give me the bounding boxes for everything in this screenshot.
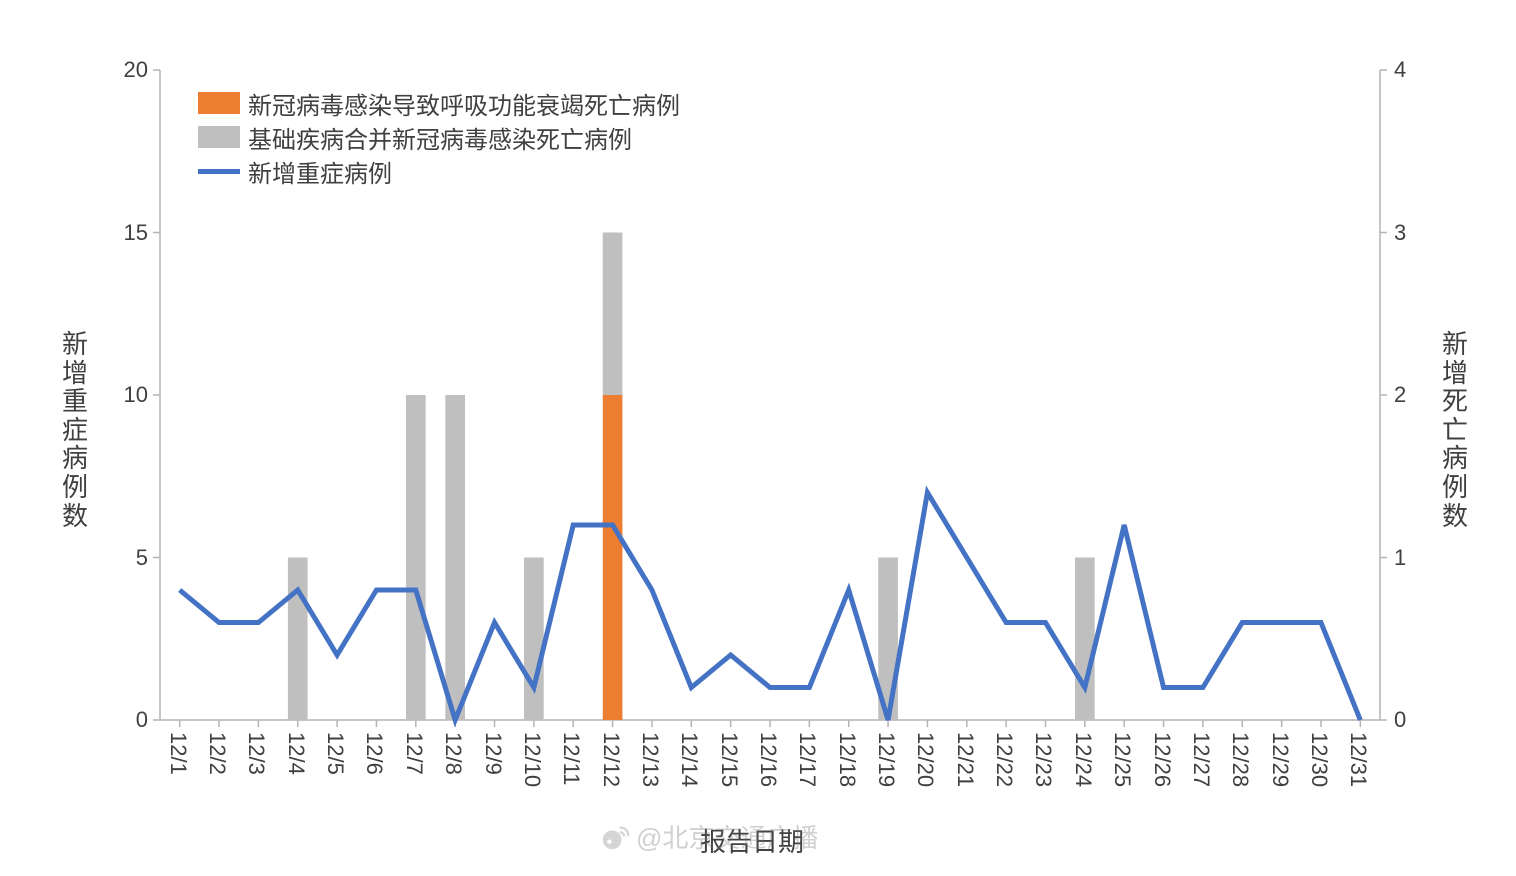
legend-label: 基础疾病合并新冠病毒感染死亡病例 [248, 120, 632, 155]
legend-swatch-line [198, 169, 240, 174]
legend: 新冠病毒感染导致呼吸功能衰竭死亡病例基础疾病合并新冠病毒感染死亡病例新增重症病例 [198, 86, 680, 188]
legend-item-underlying_plus_covid_death: 基础疾病合并新冠病毒感染死亡病例 [198, 120, 680, 154]
chart-container: 新增重症病例数 新增死亡病例数 报告日期 新冠病毒感染导致呼吸功能衰竭死亡病例基… [0, 0, 1516, 876]
x-tick-label: 12/21 [952, 732, 978, 787]
legend-swatch-bar [198, 92, 240, 114]
watermark: @北京交通广播 [600, 818, 818, 855]
weibo-icon [600, 822, 630, 852]
x-tick-label: 12/25 [1109, 732, 1135, 787]
bar-underlying_plus_covid_death [288, 558, 308, 721]
x-tick-label: 12/29 [1267, 732, 1293, 787]
x-tick-label: 12/7 [401, 732, 427, 775]
bar-underlying_plus_covid_death [603, 233, 623, 396]
y-left-tick-label: 10 [124, 382, 148, 408]
x-tick-label: 12/31 [1345, 732, 1371, 787]
x-tick-label: 12/28 [1227, 732, 1253, 787]
x-tick-label: 12/8 [440, 732, 466, 775]
x-tick-label: 12/2 [204, 732, 230, 775]
legend-item-covid_respiratory_death: 新冠病毒感染导致呼吸功能衰竭死亡病例 [198, 86, 680, 120]
y-right-tick-label: 3 [1394, 220, 1406, 246]
x-tick-label: 12/15 [716, 732, 742, 787]
x-tick-label: 12/10 [519, 732, 545, 787]
line-new_severe_cases [180, 493, 1361, 721]
legend-label: 新冠病毒感染导致呼吸功能衰竭死亡病例 [248, 86, 680, 121]
x-tick-label: 12/16 [755, 732, 781, 787]
watermark-text: @北京交通广播 [636, 818, 818, 855]
y-left-tick-label: 15 [124, 220, 148, 246]
bar-underlying_plus_covid_death [445, 395, 465, 720]
x-tick-label: 12/20 [912, 732, 938, 787]
x-tick-label: 12/6 [361, 732, 387, 775]
x-tick-label: 12/30 [1306, 732, 1332, 787]
x-tick-label: 12/26 [1149, 732, 1175, 787]
y-right-tick-label: 2 [1394, 382, 1406, 408]
x-tick-label: 12/17 [794, 732, 820, 787]
x-tick-label: 12/18 [834, 732, 860, 787]
y-axis-left-title: 新增重症病例数 [60, 330, 90, 530]
legend-label: 新增重症病例 [248, 154, 392, 189]
x-tick-label: 12/27 [1188, 732, 1214, 787]
bar-underlying_plus_covid_death [406, 395, 426, 720]
x-tick-label: 12/23 [1030, 732, 1056, 787]
y-axis-right-title: 新增死亡病例数 [1440, 330, 1470, 530]
y-right-tick-label: 1 [1394, 545, 1406, 571]
x-tick-label: 12/3 [243, 732, 269, 775]
x-tick-label: 12/14 [676, 732, 702, 787]
legend-swatch-bar [198, 126, 240, 148]
y-left-tick-label: 0 [136, 707, 148, 733]
y-right-tick-label: 4 [1394, 57, 1406, 83]
x-tick-label: 12/11 [558, 732, 584, 785]
x-tick-label: 12/22 [991, 732, 1017, 787]
x-tick-label: 12/5 [322, 732, 348, 775]
x-tick-label: 12/13 [637, 732, 663, 787]
y-left-tick-label: 20 [124, 57, 148, 83]
x-tick-label: 12/24 [1070, 732, 1096, 787]
x-tick-label: 12/4 [283, 732, 309, 775]
y-right-tick-label: 0 [1394, 707, 1406, 733]
x-tick-label: 12/12 [598, 732, 624, 787]
bar-underlying_plus_covid_death [1075, 558, 1095, 721]
y-left-tick-label: 5 [136, 545, 148, 571]
x-tick-label: 12/19 [873, 732, 899, 787]
bar-covid_respiratory_death [603, 395, 623, 720]
legend-item-new_severe_cases: 新增重症病例 [198, 154, 680, 188]
x-tick-label: 12/1 [165, 732, 191, 775]
bar-underlying_plus_covid_death [524, 558, 544, 721]
x-tick-label: 12/9 [480, 732, 506, 775]
